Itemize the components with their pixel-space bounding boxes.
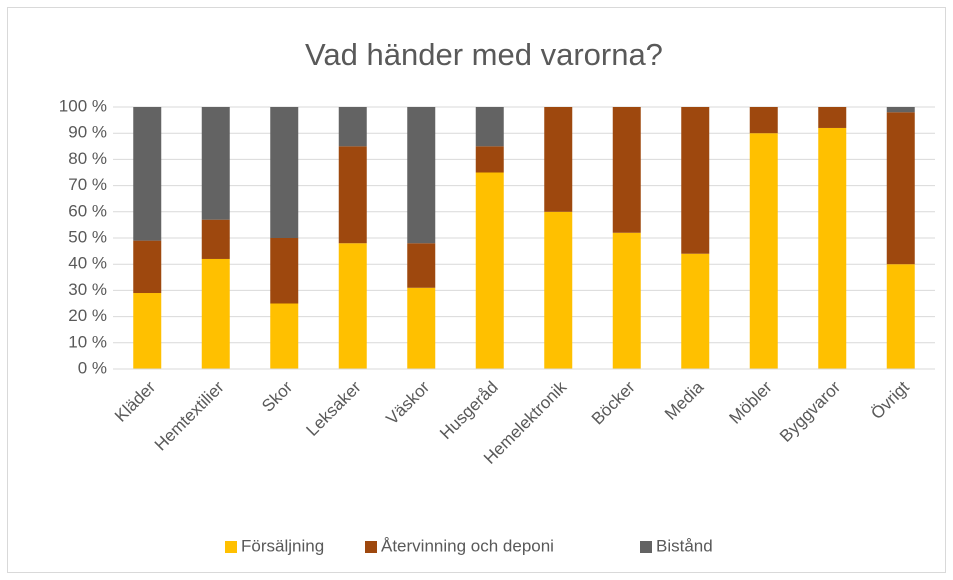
y-tick-label: 40 % [68,254,107,273]
bar-segment [270,107,299,238]
legend-label: Återvinning och deponi [381,536,554,555]
legend-label: Försäljning [241,536,324,555]
y-tick-label: 100 % [59,96,107,115]
bar-segment [201,107,230,220]
bar-segment [749,107,778,134]
bar-segment [407,287,436,369]
bar-segment [475,146,504,173]
legend-swatch [225,541,237,553]
y-tick-label: 80 % [68,149,107,168]
bar-segment [133,107,162,241]
y-tick-label: 70 % [68,175,107,194]
bar-segment [133,240,162,294]
chart-title: Vad händer med varorna? [305,37,663,72]
bar-segment [338,107,367,147]
bar-segment [270,238,299,304]
legend-swatch [365,541,377,553]
bar-segment [338,146,367,244]
bar-segment [201,219,230,259]
y-tick-label: 50 % [68,227,107,246]
y-tick-label: 20 % [68,306,107,325]
y-tick-label: 30 % [68,280,107,299]
bar-segment [886,264,915,369]
bar-segment [133,293,162,369]
bar-segment [886,112,915,265]
bar-segment [886,107,915,113]
bar-segment [201,258,230,369]
bar-segment [681,107,710,254]
bar-segment [612,232,641,369]
y-tick-label: 10 % [68,332,107,351]
bar-segment [612,107,641,233]
legend-label: Bistånd [656,536,713,555]
bar-segment [681,253,710,369]
bar-segment [818,107,847,128]
bar-segment [407,243,436,288]
bar-segment [544,211,573,369]
bar-segment [475,107,504,147]
bar-segment [407,107,436,244]
bar-segment [270,303,299,369]
bar-segment [818,127,847,370]
bar-segment [475,172,504,369]
y-tick-label: 60 % [68,201,107,220]
bar-segment [544,107,573,212]
bar-segment [749,133,778,369]
bar-segment [338,243,367,369]
y-tick-label: 90 % [68,123,107,142]
legend-swatch [640,541,652,553]
y-tick-label: 0 % [78,358,107,377]
